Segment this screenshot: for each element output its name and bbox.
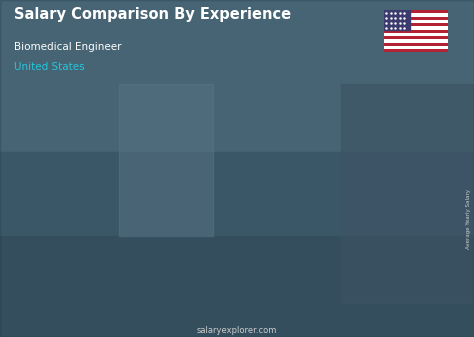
Bar bbox=[0, 0, 474, 152]
Bar bbox=[384, 23, 448, 26]
Bar bbox=[384, 26, 448, 30]
Text: salaryexplorer.com: salaryexplorer.com bbox=[197, 326, 277, 335]
Bar bbox=[341, 84, 474, 303]
Text: +7%: +7% bbox=[332, 126, 375, 148]
Text: 62,600 USD: 62,600 USD bbox=[86, 219, 133, 228]
Text: +29%: +29% bbox=[69, 198, 115, 215]
Bar bbox=[384, 36, 448, 39]
Bar bbox=[384, 13, 448, 17]
Text: 115,000 USD: 115,000 USD bbox=[285, 168, 337, 177]
Text: 86,400 USD: 86,400 USD bbox=[151, 196, 198, 205]
Text: +7%: +7% bbox=[267, 134, 310, 156]
Text: 48,700 USD: 48,700 USD bbox=[21, 233, 68, 242]
Bar bbox=[332, 161, 337, 290]
Bar bbox=[0, 236, 474, 337]
Text: 107,000 USD: 107,000 USD bbox=[219, 176, 271, 185]
Text: Average Yearly Salary: Average Yearly Salary bbox=[465, 189, 471, 249]
Bar bbox=[298, 161, 334, 290]
Text: Salary Comparison By Experience: Salary Comparison By Experience bbox=[14, 7, 292, 22]
Bar bbox=[233, 171, 269, 290]
Bar bbox=[118, 84, 213, 236]
Bar bbox=[202, 193, 207, 290]
Bar bbox=[384, 39, 448, 42]
Bar bbox=[384, 49, 448, 52]
Text: 122,000 USD: 122,000 USD bbox=[352, 161, 404, 170]
Bar bbox=[384, 46, 448, 49]
Text: United States: United States bbox=[14, 62, 85, 72]
Bar bbox=[384, 42, 448, 46]
Bar bbox=[384, 33, 448, 36]
Bar bbox=[384, 17, 448, 20]
Text: +38%: +38% bbox=[134, 169, 180, 188]
Bar bbox=[72, 236, 77, 290]
Text: +24%: +24% bbox=[199, 144, 246, 165]
Bar bbox=[384, 30, 448, 33]
Bar bbox=[137, 220, 142, 290]
Bar bbox=[0, 152, 474, 236]
Text: Biomedical Engineer: Biomedical Engineer bbox=[14, 42, 122, 52]
Bar bbox=[38, 236, 74, 290]
Bar bbox=[384, 10, 410, 30]
Bar bbox=[384, 10, 448, 13]
Bar bbox=[168, 193, 204, 290]
Bar bbox=[384, 20, 448, 23]
Bar bbox=[103, 220, 139, 290]
Bar bbox=[397, 154, 401, 290]
Bar bbox=[363, 154, 399, 290]
Bar bbox=[267, 171, 272, 290]
